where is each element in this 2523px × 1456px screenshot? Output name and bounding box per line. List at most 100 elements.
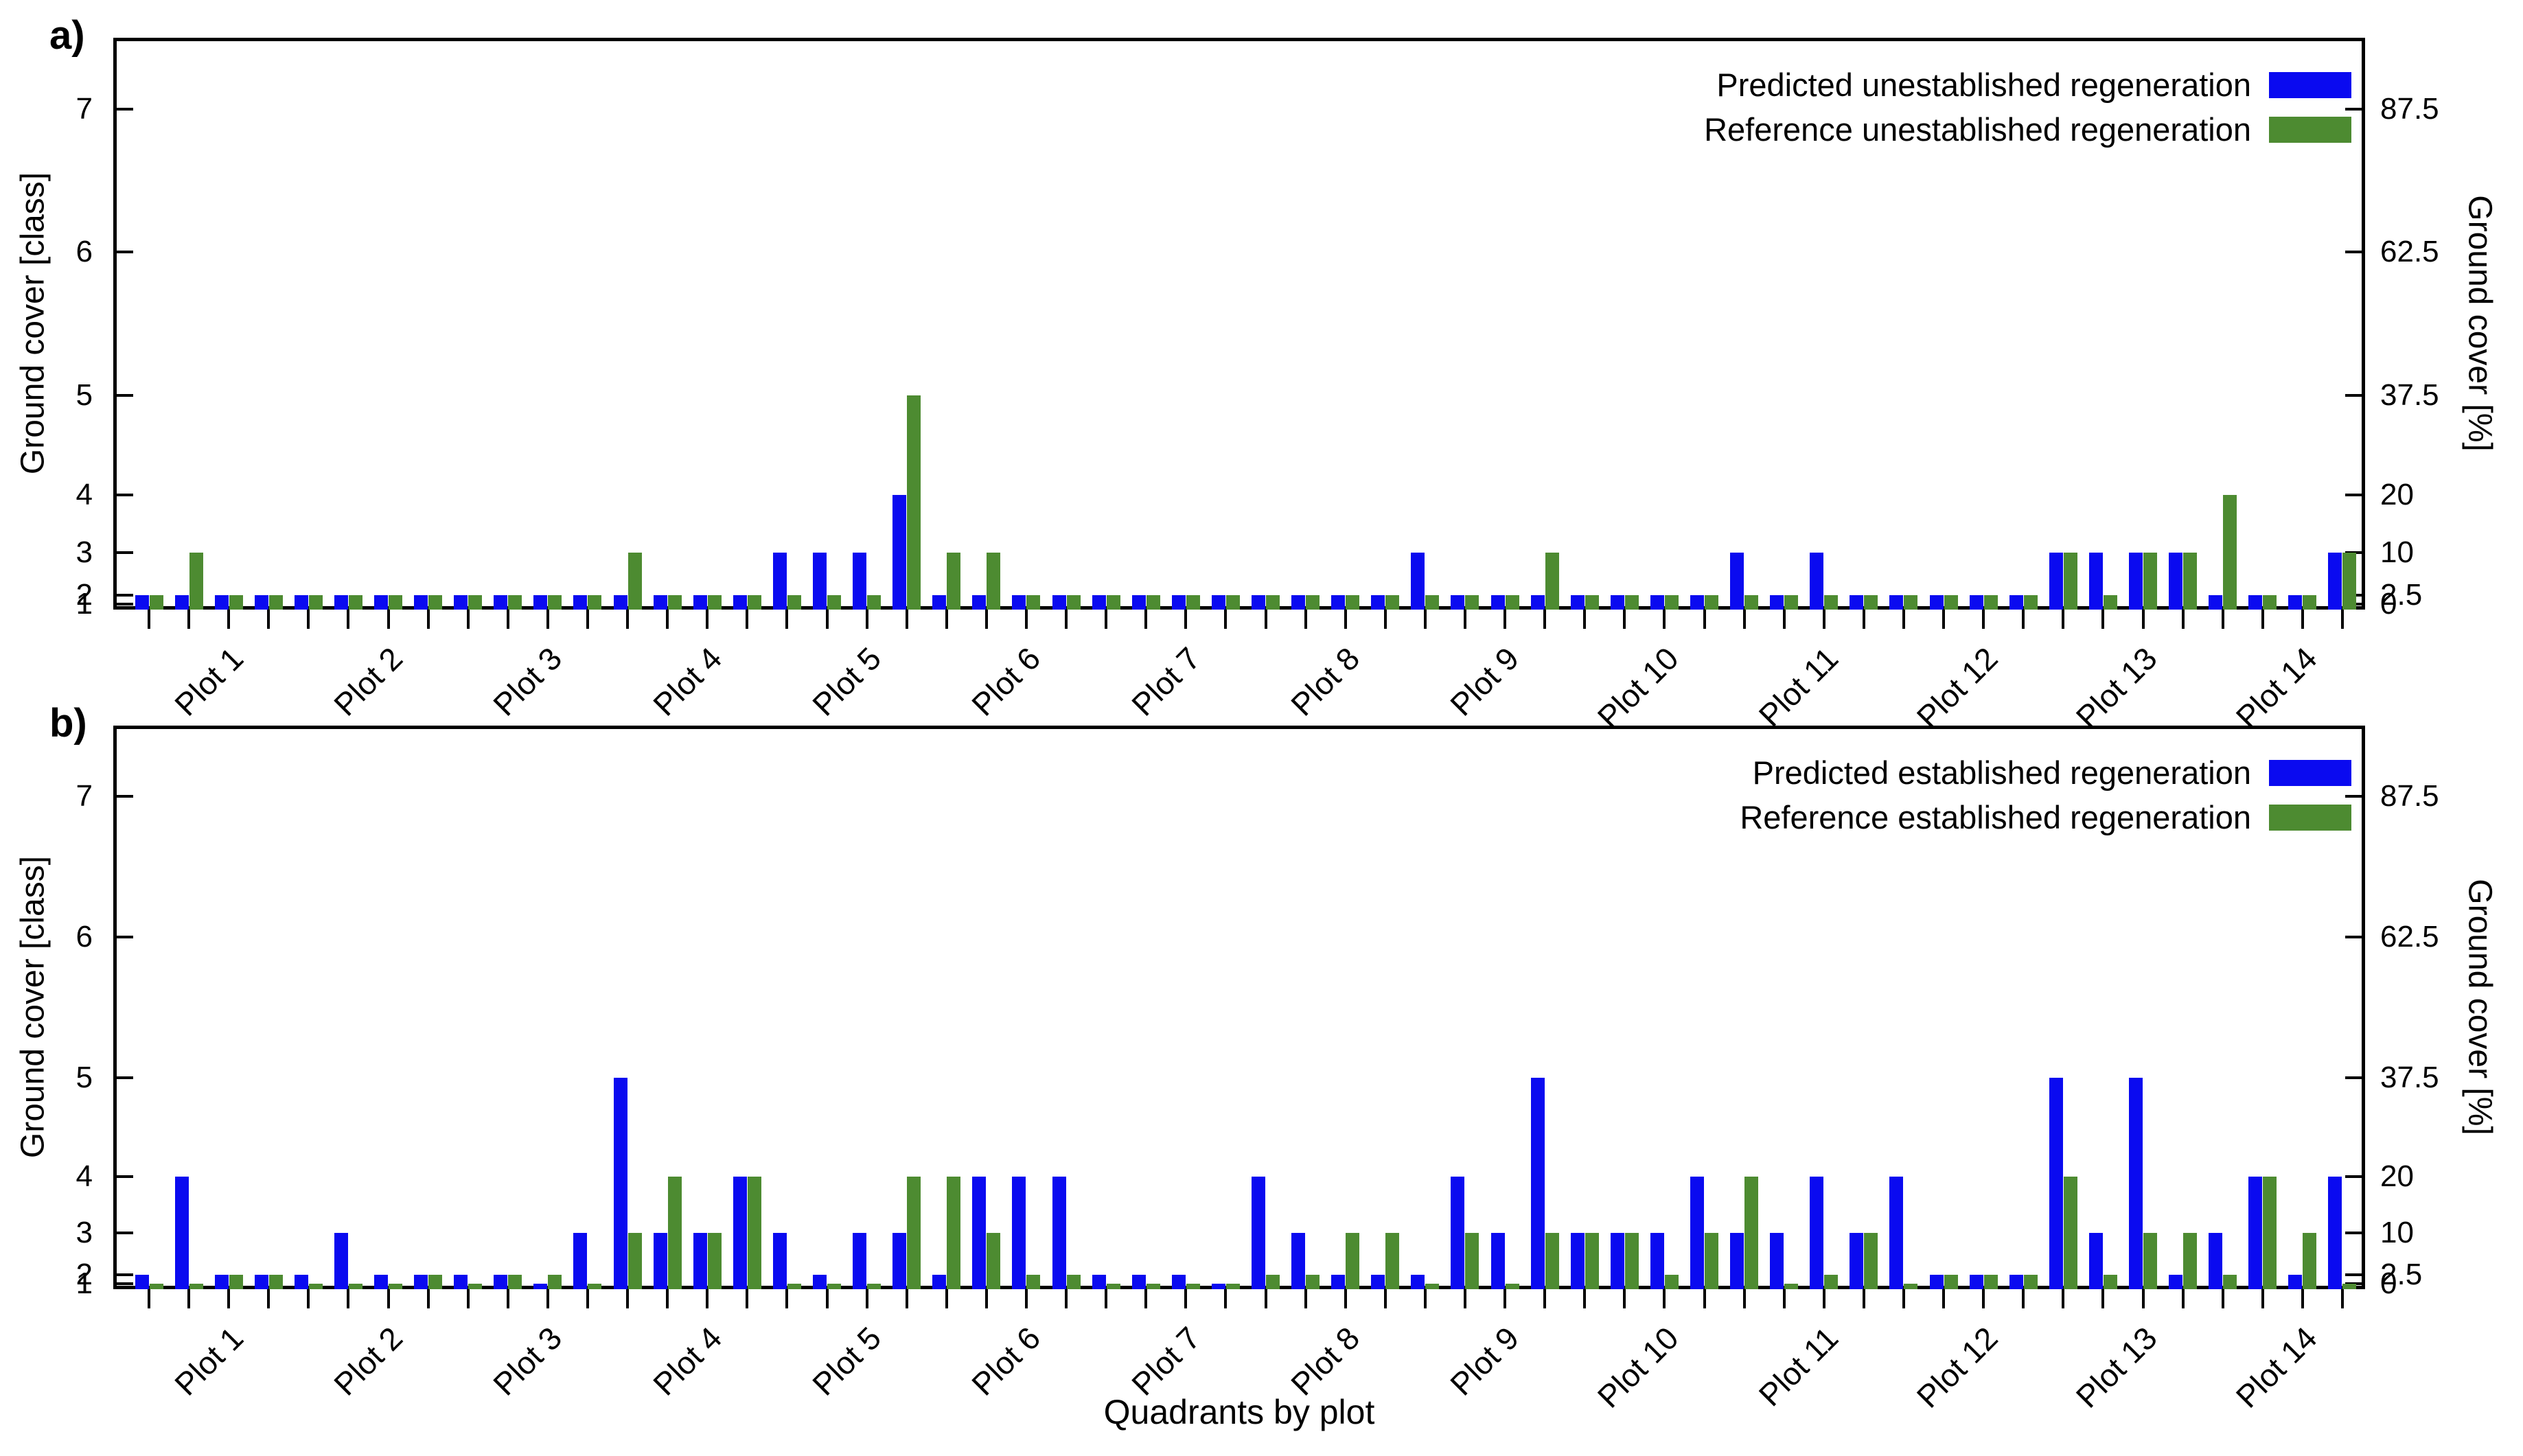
right-ytick-mark (2345, 1175, 2362, 1178)
x-tick-mark (2141, 1289, 2145, 1308)
x-tick-mark (426, 610, 430, 629)
x-tick-mark (1942, 1289, 1946, 1308)
x-tick-mark (1504, 610, 1507, 629)
predicted-bar (2009, 595, 2023, 610)
x-plot-label: Plot 6 (965, 1319, 1048, 1402)
legend-label: Reference unestablished regeneration (1704, 111, 2251, 148)
x-tick-mark (546, 1289, 549, 1308)
legend-item-reference: Reference unestablished regeneration (1704, 111, 2351, 148)
right-ytick-mark (2345, 494, 2362, 497)
predicted-bar (1570, 1232, 1585, 1289)
x-tick-mark (307, 1289, 310, 1308)
predicted-bar (1610, 595, 1624, 610)
x-tick-mark (1663, 610, 1666, 629)
x-tick-mark (1822, 610, 1825, 629)
x-tick-mark (1224, 610, 1228, 629)
x-tick-mark (1583, 610, 1587, 629)
x-tick-mark (1463, 1289, 1466, 1308)
predicted-bar (613, 1078, 627, 1289)
x-tick-mark (1862, 610, 1865, 629)
predicted-bar (414, 595, 428, 610)
reference-bar (2183, 1232, 2198, 1289)
reference-bar (1505, 595, 1519, 610)
reference-bar (667, 1176, 682, 1289)
x-tick-mark (1623, 1289, 1626, 1308)
predicted-bar (1770, 595, 1784, 610)
x-tick-mark (2022, 1289, 2025, 1308)
predicted-bar (1052, 1176, 1066, 1289)
reference-bar (627, 1232, 642, 1289)
right-ytick-mark (2345, 794, 2362, 798)
reference-bar (1146, 595, 1160, 610)
reference-bar (1904, 595, 1918, 610)
x-tick-mark (865, 1289, 868, 1308)
x-tick-mark (1423, 610, 1427, 629)
x-tick-mark (2221, 610, 2224, 629)
x-tick-mark (307, 610, 310, 629)
left-ytick-label: 6 (76, 235, 93, 269)
reference-bar (907, 395, 921, 610)
left-ytick-mark (117, 108, 133, 111)
x-tick-mark (2062, 610, 2065, 629)
x-plot-label: Plot 6 (965, 640, 1048, 723)
reference-bar (268, 1275, 283, 1289)
predicted-bar (2209, 1232, 2223, 1289)
x-tick-mark (2101, 1289, 2105, 1308)
reference-bar (308, 595, 323, 610)
left-ytick-mark (117, 1282, 133, 1285)
x-tick-mark (666, 1289, 669, 1308)
predicted-bar (1889, 595, 1904, 610)
reference-bar (787, 1283, 801, 1289)
predicted-bar (533, 595, 548, 610)
reference-bar (2143, 552, 2157, 610)
x-tick-mark (1583, 1289, 1587, 1308)
predicted-bar (1929, 595, 1944, 610)
predicted-bar (892, 495, 907, 610)
right-ytick-mark (2345, 393, 2362, 397)
x-tick-mark (984, 1289, 988, 1308)
predicted-bar (693, 595, 707, 610)
reference-bar (1784, 1283, 1799, 1289)
reference-bar (1944, 1275, 1958, 1289)
reference-bar (1864, 1232, 1878, 1289)
reference-bar (149, 595, 163, 610)
reference-bar (1026, 595, 1041, 610)
reference-bar (2303, 1232, 2317, 1289)
predicted-bar (334, 595, 348, 610)
predicted-bar (1690, 595, 1704, 610)
predicted-bar (2328, 552, 2342, 610)
reference-bar (548, 1275, 562, 1289)
reference-bar (1664, 1275, 1679, 1289)
predicted-bar (494, 595, 508, 610)
x-tick-mark (546, 610, 549, 629)
predicted-bar (1770, 1232, 1784, 1289)
predicted-bar (1530, 1078, 1545, 1289)
x-tick-mark (2181, 610, 2185, 629)
left-ytick-label: 2 (76, 578, 93, 612)
x-tick-mark (2301, 1289, 2304, 1308)
predicted-bar (2169, 552, 2183, 610)
reference-bar (389, 595, 403, 610)
predicted-bar (972, 595, 987, 610)
reference-bar (2023, 595, 2038, 610)
predicted-bar (573, 595, 588, 610)
x-plot-label: Plot 5 (805, 640, 888, 723)
x-tick-mark (905, 1289, 908, 1308)
x-tick-mark (1902, 610, 1905, 629)
x-tick-mark (706, 1289, 709, 1308)
x-tick-mark (187, 610, 191, 629)
reference-bar (2223, 1275, 2237, 1289)
reference-bar (1465, 595, 1479, 610)
x-tick-mark (1663, 1289, 1666, 1308)
predicted-bar (1171, 1275, 1186, 1289)
x-tick-mark (2141, 610, 2145, 629)
x-plot-label: Plot 3 (486, 640, 569, 723)
left-ytick-label: 3 (76, 1215, 93, 1249)
reference-bar (1385, 1232, 1400, 1289)
predicted-bar (2129, 552, 2143, 610)
reference-bar (428, 595, 443, 610)
reference-bar (468, 1283, 483, 1289)
left-ytick-mark (117, 594, 133, 597)
predicted-bar (972, 1176, 987, 1289)
